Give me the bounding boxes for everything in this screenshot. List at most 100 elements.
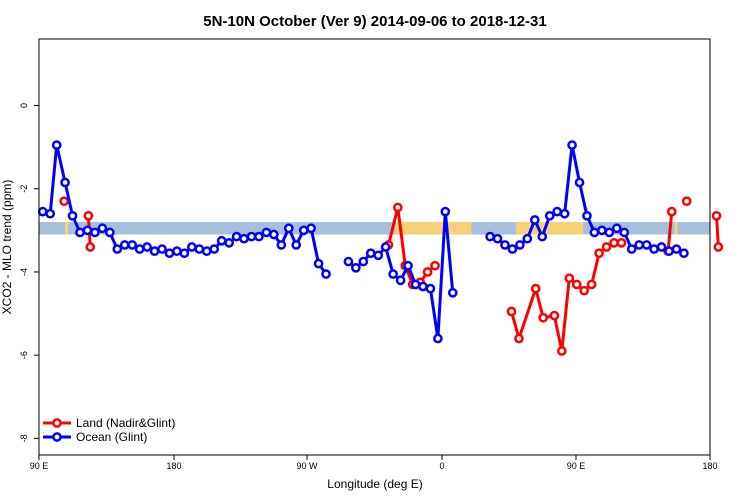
series-0-point-6-0 [711, 210, 722, 221]
plot-frame [38, 38, 711, 456]
series-1-point-2-10 [559, 208, 570, 219]
band-land-0 [395, 222, 472, 235]
band-land-sliver-1 [674, 222, 678, 235]
y-axis: 0 -2 -4 -6 -8 [19, 103, 39, 442]
series-1-point-0-18 [172, 246, 182, 257]
x-tick-label-2: 90 W [296, 461, 318, 471]
series-1-point-0-10 [112, 244, 123, 254]
legend-marker-1 [52, 432, 62, 442]
series-1-point-0-5 [75, 227, 85, 238]
series-1-point-0-23 [209, 244, 220, 254]
series-1-point-2-26 [679, 248, 689, 259]
series-0-point-3-3 [538, 312, 549, 323]
series-1-point-0-38 [321, 269, 331, 279]
series-1-point-2-5 [522, 233, 533, 244]
series-0-point-3-5 [556, 346, 567, 356]
series-1-point-0-11 [119, 240, 130, 250]
series-1-point-0-34 [291, 240, 302, 250]
series-1-point-1-10 [418, 281, 428, 292]
series-1-point-0-29 [254, 231, 264, 242]
series-1-point-0-8 [97, 223, 108, 234]
series-0-line-6 [715, 215, 720, 248]
series-1-point-2-14 [589, 227, 600, 238]
series-0-point-3-8 [579, 285, 590, 296]
series-1-point-2-25 [671, 244, 682, 254]
series-1-point-0-15 [149, 246, 160, 257]
series-0-point-1-0 [83, 210, 94, 221]
series-1-point-2-23 [656, 242, 667, 252]
series-1-point-1-1 [351, 262, 361, 273]
x-tick-label-3: 0 [439, 461, 444, 471]
series-1-point-1-6 [388, 269, 398, 279]
series-1-point-2-15 [597, 225, 607, 236]
series-1-point-2-3 [507, 244, 518, 254]
series-0-point-3-4 [549, 310, 560, 321]
series-1-point-1-14 [447, 287, 458, 298]
series-1-point-2-13 [582, 210, 592, 221]
series-1-point-0-30 [261, 227, 272, 238]
series-1-point-1-0 [343, 256, 354, 267]
series-0-point-2-6 [430, 260, 440, 271]
series-1-point-2-22 [649, 244, 659, 254]
series-1-point-0-31 [269, 229, 279, 240]
series-1-point-0-6 [82, 225, 93, 236]
series-1-point-1-13 [440, 206, 451, 217]
band-land-sliver-0 [65, 222, 69, 235]
x-tick-label-1: 180 [166, 461, 181, 471]
series-1-point-2-20 [634, 240, 645, 250]
series-0-line-3 [510, 241, 622, 353]
series-0-point-3-10 [594, 248, 604, 259]
series-0-point-5-0 [681, 196, 692, 207]
series-1-point-0-3 [60, 177, 70, 188]
series-0-point-3-0 [506, 306, 517, 317]
series-1-point-0-17 [164, 248, 175, 259]
series-1-point-0-36 [306, 223, 316, 234]
y-tick-label-2: -4 [19, 268, 29, 276]
series-1-point-0-13 [134, 244, 145, 254]
series-1-point-0-21 [194, 244, 205, 254]
series-1-point-2-9 [552, 206, 563, 217]
series-1-point-1-12 [433, 333, 443, 344]
series-1-point-0-26 [231, 231, 242, 242]
series-1-point-2-21 [641, 240, 652, 250]
series-1-point-2-24 [664, 246, 674, 257]
series-0-point-2-5 [422, 267, 433, 277]
series-0-point-3-12 [609, 237, 619, 248]
series-0-point-3-13 [616, 237, 627, 248]
series-1-point-0-14 [142, 242, 152, 252]
series-0-line-4 [666, 211, 674, 252]
series-1-point-0-4 [67, 210, 78, 221]
series-0-point-3-1 [514, 333, 524, 344]
series-1-point-1-4 [373, 250, 384, 261]
series-1-point-2-0 [485, 231, 495, 242]
series-1-point-0-12 [127, 240, 138, 250]
series-1-point-0-0 [37, 206, 48, 217]
series-1-point-1-11 [425, 283, 436, 294]
series-1-point-2-18 [619, 227, 630, 238]
series-1-point-0-33 [283, 223, 294, 234]
series-1-point-0-1 [45, 208, 56, 219]
series-1-point-2-7 [537, 231, 548, 242]
series-1-point-1-3 [365, 248, 376, 259]
series-0-point-3-11 [601, 242, 612, 252]
x-tick-label-5: 180 [702, 461, 717, 471]
series-1-point-1-5 [380, 242, 391, 252]
chart-title: 5N-10N October (Ver 9) 2014-09-06 to 201… [203, 13, 547, 30]
series-1-point-2-17 [611, 223, 622, 234]
series-1-point-0-35 [298, 225, 309, 236]
legend-label-1: Ocean (Glint) [76, 430, 147, 444]
legend-label-0: Land (Nadir&Glint) [76, 416, 175, 430]
series-1-point-0-32 [276, 240, 287, 250]
series-1-point-0-27 [239, 233, 249, 244]
series-0-point-3-6 [564, 273, 575, 284]
series-1-point-2-11 [567, 140, 577, 150]
band-land-1 [516, 222, 584, 235]
y-tick-label-4: -8 [19, 434, 29, 442]
series-1-point-0-37 [313, 258, 324, 269]
series-1-point-2-19 [626, 244, 637, 254]
series-1-point-2-8 [544, 210, 555, 221]
series-0-point-1-1 [85, 242, 96, 252]
y-axis-label: XCO2 - MLO trend (ppm) [0, 180, 14, 315]
series-1-point-1-7 [395, 275, 406, 286]
